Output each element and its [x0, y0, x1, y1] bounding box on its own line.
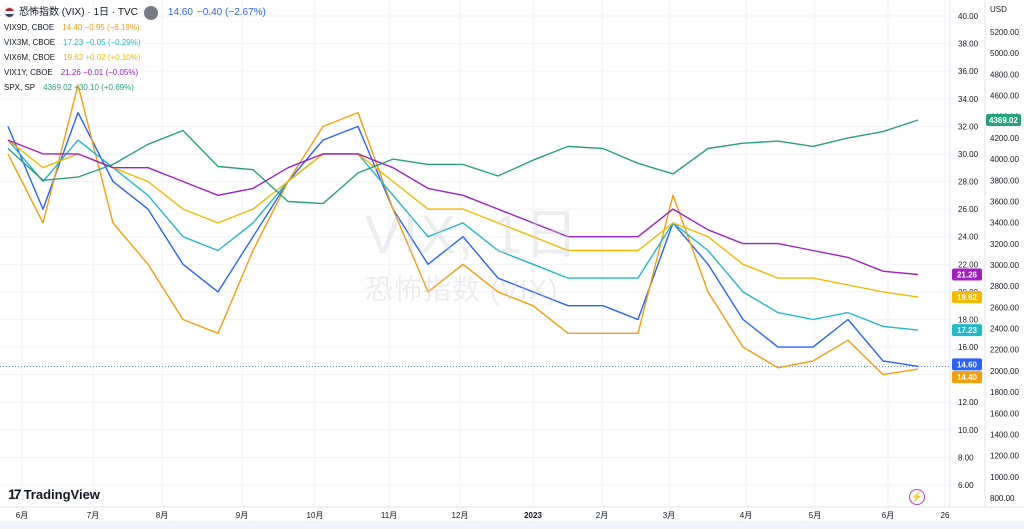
price-tag-label: 17.23 [957, 326, 978, 335]
right-axis-tick-label: 1200.00 [990, 452, 1019, 461]
main-symbol-title: 恐怖指数 (VIX) · 1日 · TVC [19, 7, 138, 18]
legend-series-values: 4369.02 +30.10 (+0.69%) [43, 83, 134, 92]
tradingview-logo-text: TradingView [23, 486, 100, 502]
x-axis-tick-label: 9月 [236, 511, 248, 520]
legend-row[interactable]: VIX6M, CBOE 19.62 +0.02 (+0.10%) [4, 50, 266, 65]
right-axis-tick-label: 3600.00 [990, 197, 1019, 206]
legend-series-values: 19.62 +0.02 (+0.10%) [63, 53, 141, 62]
legend-row[interactable]: VIX1Y, CBOE 21.26 −0.01 (−0.05%) [4, 65, 266, 80]
price-tag [952, 371, 982, 384]
x-axis-tick-label: 2023 [524, 511, 542, 520]
price-tag-label: 4369.02 [989, 116, 1018, 125]
legend-series-name: VIX3M, CBOE [4, 38, 56, 47]
right-axis-tick-label: 1400.00 [990, 430, 1019, 439]
price-tag-label: 19.62 [957, 293, 978, 302]
legend-series-name: VIX9D, CBOE [4, 23, 55, 32]
price-tag-label: 14.60 [957, 360, 978, 369]
left-axis-tick-label: 24.00 [958, 233, 979, 242]
price-tag [952, 324, 982, 337]
left-axis-tick-label: 26.00 [958, 205, 979, 214]
legend-row[interactable]: VIX3M, CBOE 17.23 −0.05 (−0.29%) [4, 35, 266, 50]
left-axis-tick-label: 8.00 [958, 453, 974, 462]
left-axis-tick-label: 36.00 [958, 67, 979, 76]
left-axis-tick-label: 22.00 [958, 260, 979, 269]
left-axis-tick-label: 38.00 [958, 40, 979, 49]
x-axis-tick-label: 11月 [381, 511, 397, 520]
price-tag [952, 291, 982, 304]
main-value: 14.60 [167, 7, 193, 18]
left-axis-tick-label: 10.00 [958, 426, 979, 435]
tradingview-logo[interactable]: 17 TradingView [8, 486, 100, 502]
right-axis-tick-label: 1600.00 [990, 409, 1019, 418]
legend-series-values: 17.23 −0.05 (−0.29%) [63, 38, 141, 47]
right-axis-tick-label: 5200.00 [990, 28, 1019, 37]
right-axis-tick-label: 1000.00 [990, 473, 1019, 482]
right-axis-tick-label: 2800.00 [990, 282, 1019, 291]
left-axis-tick-label: 28.00 [958, 178, 979, 187]
right-axis-tick-label: 4200.00 [990, 134, 1019, 143]
series-line-vix3m [7, 139, 919, 331]
series-line-spx [7, 119, 919, 205]
left-axis-tick-label: 18.00 [958, 315, 979, 324]
x-axis-tick-label: 26 [941, 511, 950, 520]
right-axis-tick-label: 2600.00 [990, 303, 1019, 312]
right-axis-tick-label: 2200.00 [990, 346, 1019, 355]
right-axis-tick-label: 2000.00 [990, 367, 1019, 376]
right-axis-tick-label: 4600.00 [990, 92, 1019, 101]
main-change: −0.40 (−2.67%) [196, 7, 266, 18]
legend-main-row[interactable]: 恐怖指数 (VIX) · 1日 · TVC 14.60 −0.40 (−2.67… [4, 5, 266, 20]
right-axis-tick-label: 1800.00 [990, 388, 1019, 397]
series-line-vix1y [7, 139, 919, 276]
left-axis-tick-label: 32.00 [958, 122, 979, 131]
watermark-name: 恐怖指数 (VIX) [365, 274, 559, 305]
currency-label[interactable]: USD [990, 5, 1007, 14]
right-axis-tick-label: 5000.00 [990, 49, 1019, 58]
tradingview-logo-icon: 17 [8, 486, 22, 502]
legend-row[interactable]: SPX, SP 4369.02 +30.10 (+0.69%) [4, 80, 266, 95]
us-flag-icon [4, 7, 15, 18]
x-axis-tick-label: 10月 [307, 511, 324, 520]
left-axis-tick-label: 30.00 [958, 150, 979, 159]
right-axis-tick-label: 4000.00 [990, 155, 1019, 164]
legend-series-name: VIX6M, CBOE [4, 53, 56, 62]
legend-row[interactable]: VIX9D, CBOE 14.40 −0.95 (−6.19%) [4, 20, 266, 35]
watermark-ticker: VIX, 1日 [365, 205, 581, 265]
series-line-vix6m [7, 139, 919, 298]
x-axis-tick-label: 12月 [452, 511, 469, 520]
price-tag-label: 21.26 [957, 271, 978, 280]
x-axis-tick-label: 4月 [740, 511, 752, 520]
price-tag [986, 114, 1021, 127]
right-axis-tick-label: 3000.00 [990, 261, 1019, 270]
price-tag [952, 268, 982, 281]
lightning-icon[interactable]: ⚡ [909, 489, 925, 505]
x-axis-tick-label: 8月 [156, 511, 168, 520]
right-axis-tick-label: 3200.00 [990, 240, 1019, 249]
left-axis-tick-label: 40.00 [958, 12, 979, 21]
x-axis-tick-label: 3月 [663, 511, 675, 520]
right-axis-tick-label: 4800.00 [990, 70, 1019, 79]
price-tag-label: 14.40 [957, 373, 978, 382]
bottom-toolbar [0, 521, 1024, 529]
x-axis-tick-label: 2月 [596, 511, 608, 520]
left-axis-tick-label: 6.00 [958, 481, 974, 490]
right-axis-tick-label: 2400.00 [990, 325, 1019, 334]
left-axis-tick-label: 16.00 [958, 343, 979, 352]
market-status-icon [143, 5, 158, 20]
legend-series-name: SPX, SP [4, 83, 36, 92]
legend-series-values: 21.26 −0.01 (−0.05%) [60, 68, 139, 77]
right-axis-tick-label: 3400.00 [990, 219, 1019, 228]
legend: 恐怖指数 (VIX) · 1日 · TVC 14.60 −0.40 (−2.67… [4, 5, 266, 95]
x-axis-tick-label: 7月 [87, 511, 99, 520]
right-axis-tick-label: 3800.00 [990, 176, 1019, 185]
left-axis-tick-label: 34.00 [958, 95, 979, 104]
x-axis-tick-label: 6月 [882, 511, 894, 520]
legend-series-values: 14.40 −0.95 (−6.19%) [62, 23, 140, 32]
price-tag [952, 358, 982, 371]
right-axis-tick-label: 800.00 [990, 494, 1015, 503]
legend-series-name: VIX1Y, CBOE [4, 68, 53, 77]
left-axis-tick-label: 12.00 [958, 398, 979, 407]
x-axis-tick-label: 5月 [809, 511, 821, 520]
x-axis-tick-label: 6月 [16, 511, 28, 520]
